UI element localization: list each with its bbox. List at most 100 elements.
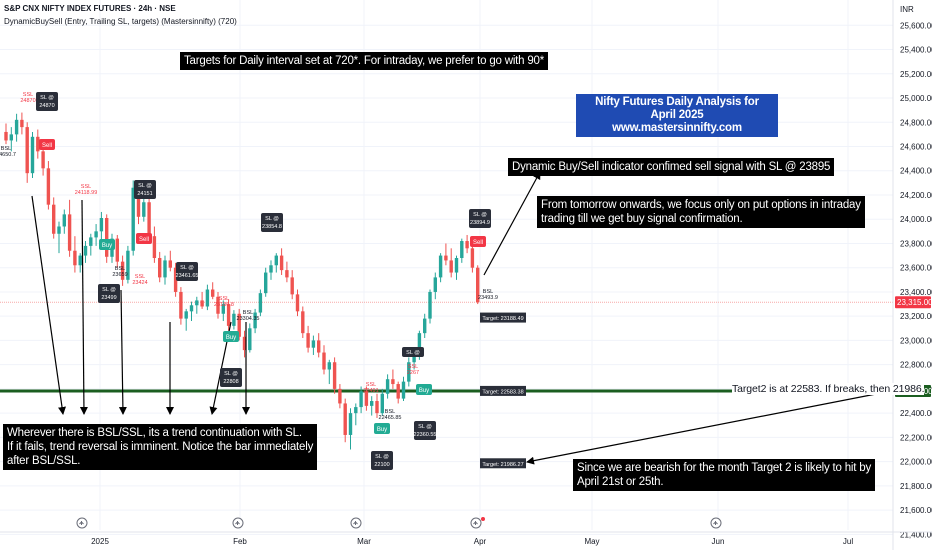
candle-body [30, 136, 35, 174]
sl-tag-label: SL @ [265, 216, 279, 222]
sl-tag-label: SL @ [138, 183, 152, 189]
price-tick-label: 25,000.00 [900, 94, 932, 103]
candle-body [131, 187, 135, 251]
signal-sl: SL @ 22100 [371, 451, 393, 470]
time-tick-label: Jun [712, 537, 725, 546]
signal-tag-bg [470, 236, 486, 247]
signal-bsl: BSL24650.7 [0, 146, 16, 158]
event-marker-glyph [353, 521, 358, 525]
signal-text-label: SSL [23, 92, 33, 98]
signal-tag-bg [374, 423, 390, 434]
signal-text-label: SSL [81, 184, 91, 190]
signal-text-value: 22465.85 [379, 415, 402, 421]
signal-text-value: 23493.9 [478, 295, 498, 301]
candle-body [279, 255, 284, 271]
symbol-title: S&P CNX NIFTY INDEX FUTURES · 24h · NSE [4, 4, 176, 13]
sl-tag-value: 23894.9 [470, 220, 490, 226]
signal-text-value: 23304.35 [237, 316, 260, 322]
candle-body [375, 401, 379, 414]
candle-body [184, 311, 188, 319]
candle-body [449, 260, 453, 273]
candle-body [205, 289, 210, 307]
event-marker-glyph [79, 521, 84, 525]
sl-tag-bg [414, 421, 436, 440]
price-tick-label: 24,200.00 [900, 191, 932, 200]
signal-tag-label: Buy [377, 427, 387, 433]
candle-body [295, 294, 300, 312]
banner-website: www.mastersinnifty.com [612, 122, 742, 134]
candle-body [348, 413, 353, 435]
signal-text-value: 24650.7 [0, 152, 16, 158]
price-tick-label: 22,000.00 [900, 458, 932, 467]
candle-body [179, 291, 183, 319]
candle-body [237, 313, 241, 337]
signal-text-value: 23659 [112, 272, 127, 278]
candle-body [147, 202, 151, 237]
candle-body [460, 241, 464, 259]
sl-tag-bg [98, 284, 120, 303]
candle-body [359, 391, 363, 408]
signal-tag-bg [99, 239, 115, 250]
sl-tag-value: 22100 [374, 462, 389, 468]
price-tick-label: 24,400.00 [900, 167, 932, 176]
sell-signal-note-text: Dynamic Buy/Sell indicator confimed sell… [512, 161, 831, 173]
price-tick-label: 24,600.00 [900, 143, 932, 152]
candle-body [248, 328, 252, 351]
sl-tag-value: 24151 [137, 191, 152, 197]
sl-tag-label: SL @ [375, 454, 389, 460]
signal-tag-bg [416, 384, 432, 395]
candle-body [317, 340, 321, 353]
price-lines [0, 301, 893, 393]
price-tick-label: 25,600.00 [900, 21, 932, 30]
signal-sl: SL @ 23461.65 [176, 262, 198, 281]
event-alert-dot [481, 517, 485, 521]
candle-body [385, 379, 390, 394]
candle-body [343, 403, 347, 435]
candle-body [25, 127, 29, 174]
price-axis[interactable]: 21,400.00 21,600.00 21,800.00 22,000.00 22,2… [892, 0, 932, 550]
candle-body [391, 379, 395, 385]
candle-body [433, 277, 437, 292]
indicator-title[interactable]: DynamicBuySell (Entry, Trailing SL, targ… [4, 17, 237, 26]
price-tick-label: 22,400.00 [900, 409, 932, 418]
candle-body [46, 168, 51, 205]
candlestick-series [4, 112, 480, 450]
candle-body [78, 255, 82, 266]
candle-body [105, 218, 109, 257]
candle-body [99, 218, 104, 232]
candle-body [407, 362, 411, 382]
price-tick-label: 23,800.00 [900, 239, 932, 248]
signal-tag-label: Buy [226, 335, 236, 341]
candle-body [4, 131, 8, 141]
time-axis[interactable]: 2025 Feb Mar Apr May Jun Jul [0, 531, 932, 546]
annotation-arrow [31, 195, 66, 415]
tomorrow-note-line1: From tomorrow onwards, we focus only on … [541, 199, 861, 211]
price-tick-label: 24,800.00 [900, 118, 932, 127]
candle-body [470, 248, 475, 268]
price-tick-label: 23,400.00 [900, 288, 932, 297]
candle-body [274, 255, 278, 266]
target-tag-bg [480, 312, 526, 323]
candle-body [57, 226, 61, 234]
candle-body [14, 119, 19, 135]
signal-sl: SL @ [402, 347, 424, 357]
banner-title: Nifty Futures Daily Analysis for April 2… [595, 96, 759, 121]
sl-tag-label: SL @ [473, 212, 487, 218]
candle-body [36, 136, 40, 152]
signal-tag-bg [39, 139, 55, 150]
candle-body [211, 289, 215, 297]
signal-sl: SL @ 23499 [98, 284, 120, 303]
candle-body [195, 300, 199, 306]
signal-text-label: BSL [115, 266, 125, 272]
signal-text-value: 23424 [132, 280, 147, 286]
sl-tag-label: SL @ [180, 265, 194, 271]
trend-note-line1: Wherever there is BSL/SSL, its a trend c… [7, 427, 302, 439]
signal-text-label: BSL [385, 409, 395, 415]
candle-body [168, 260, 172, 268]
